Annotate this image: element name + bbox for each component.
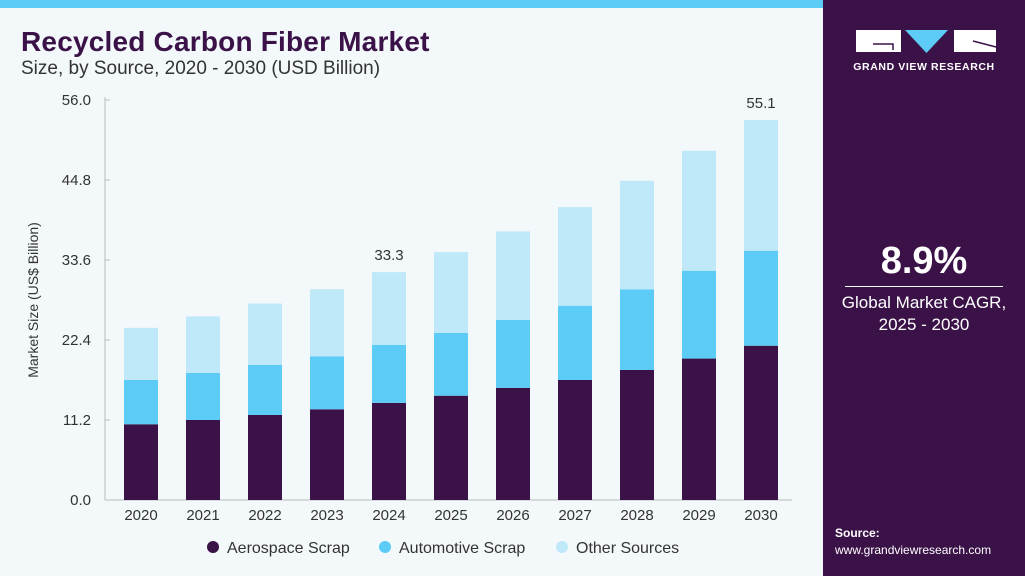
cagr-label: Global Market CAGR, 2025 - 2030 bbox=[823, 292, 1025, 336]
bar-segment-aerospace-scrap bbox=[434, 395, 468, 500]
bar-segment-automotive-scrap bbox=[620, 289, 654, 370]
bar-segment-automotive-scrap bbox=[496, 320, 530, 388]
chart-title: Recycled Carbon Fiber Market bbox=[21, 26, 430, 57]
bar-segment-automotive-scrap bbox=[682, 270, 716, 359]
bar-segment-other-sources bbox=[248, 303, 282, 365]
bar-segment-automotive-scrap bbox=[558, 305, 592, 380]
bar-segment-other-sources bbox=[186, 316, 220, 373]
side-panel: GRAND VIEW RESEARCH 8.9% Global Market C… bbox=[823, 0, 1025, 576]
x-tick-label: 2026 bbox=[496, 507, 529, 524]
cagr-label-line2: 2025 - 2030 bbox=[878, 315, 970, 334]
y-tick-label: 0.0 bbox=[70, 492, 91, 509]
data-label: 55.1 bbox=[746, 95, 775, 112]
cagr-label-line1: Global Market CAGR, bbox=[841, 293, 1007, 312]
bar-segment-automotive-scrap bbox=[372, 345, 406, 403]
x-tick-label: 2029 bbox=[682, 507, 715, 524]
y-tick-label: 44.8 bbox=[62, 172, 91, 189]
logo-text: GRAND VIEW RESEARCH bbox=[853, 61, 995, 73]
cagr-value: 8.9% bbox=[880, 240, 968, 282]
bar-segment-aerospace-scrap bbox=[682, 358, 716, 500]
bar-segment-aerospace-scrap bbox=[186, 420, 220, 500]
top-accent-bar bbox=[0, 0, 823, 8]
x-tick-label: 2025 bbox=[434, 507, 467, 524]
legend-label: Automotive Scrap bbox=[399, 540, 525, 557]
bar-segment-aerospace-scrap bbox=[620, 370, 654, 500]
bar-segment-aerospace-scrap bbox=[372, 402, 406, 500]
y-tick-label: 22.4 bbox=[62, 332, 91, 349]
bar-segment-automotive-scrap bbox=[248, 365, 282, 415]
bar-segment-aerospace-scrap bbox=[496, 387, 530, 500]
x-tick-label: 2027 bbox=[558, 507, 591, 524]
divider bbox=[845, 286, 1003, 287]
x-tick-label: 2030 bbox=[744, 507, 777, 524]
chart-subtitle: Size, by Source, 2020 - 2030 (USD Billio… bbox=[21, 58, 381, 79]
x-tick-label: 2023 bbox=[310, 507, 343, 524]
bar-segment-aerospace-scrap bbox=[744, 345, 778, 500]
legend-label: Other Sources bbox=[576, 540, 679, 557]
source-label: Source: bbox=[835, 526, 880, 540]
bar-segment-automotive-scrap bbox=[744, 250, 778, 346]
x-tick-label: 2020 bbox=[124, 507, 157, 524]
bar-segment-other-sources bbox=[558, 207, 592, 306]
bar-segment-automotive-scrap bbox=[124, 380, 158, 425]
y-axis-label: Market Size (US$ Billion) bbox=[25, 222, 41, 378]
legend-label: Aerospace Scrap bbox=[227, 540, 350, 557]
bar-segment-aerospace-scrap bbox=[558, 380, 592, 500]
bar-segment-other-sources bbox=[372, 272, 406, 345]
bar-segment-other-sources bbox=[434, 252, 468, 333]
bar-segment-other-sources bbox=[620, 180, 654, 290]
x-tick-label: 2022 bbox=[248, 507, 281, 524]
bar-segment-aerospace-scrap bbox=[310, 409, 344, 500]
bar-segment-aerospace-scrap bbox=[248, 415, 282, 500]
bar-segment-other-sources bbox=[310, 289, 344, 357]
bar-chart: 0.0 11.2 22.4 33.6 44.8 56.0 Market Size (US$ … bbox=[25, 92, 792, 557]
legend-marker bbox=[556, 541, 568, 553]
source-link[interactable]: www.grandviewresearch.com bbox=[835, 543, 992, 557]
bar-segment-other-sources bbox=[124, 327, 158, 380]
legend-marker bbox=[207, 541, 219, 553]
bar-segment-other-sources bbox=[744, 120, 778, 251]
bar-segment-automotive-scrap bbox=[310, 356, 344, 410]
y-tick-label: 11.2 bbox=[63, 412, 91, 429]
grand-view-research-logo bbox=[856, 30, 997, 53]
x-tick-label: 2028 bbox=[620, 507, 653, 524]
bar-segment-aerospace-scrap bbox=[124, 424, 158, 500]
bar-segment-other-sources bbox=[496, 231, 530, 320]
legend-marker bbox=[379, 541, 391, 553]
bar-segment-automotive-scrap bbox=[434, 332, 468, 396]
x-tick-label: 2021 bbox=[186, 507, 219, 524]
y-tick-label: 33.6 bbox=[62, 252, 91, 269]
bar-segment-automotive-scrap bbox=[186, 372, 220, 420]
y-tick-label: 56.0 bbox=[62, 92, 91, 109]
data-label: 33.3 bbox=[374, 247, 403, 264]
x-tick-label: 2024 bbox=[372, 507, 405, 524]
bar-segment-other-sources bbox=[682, 150, 716, 271]
